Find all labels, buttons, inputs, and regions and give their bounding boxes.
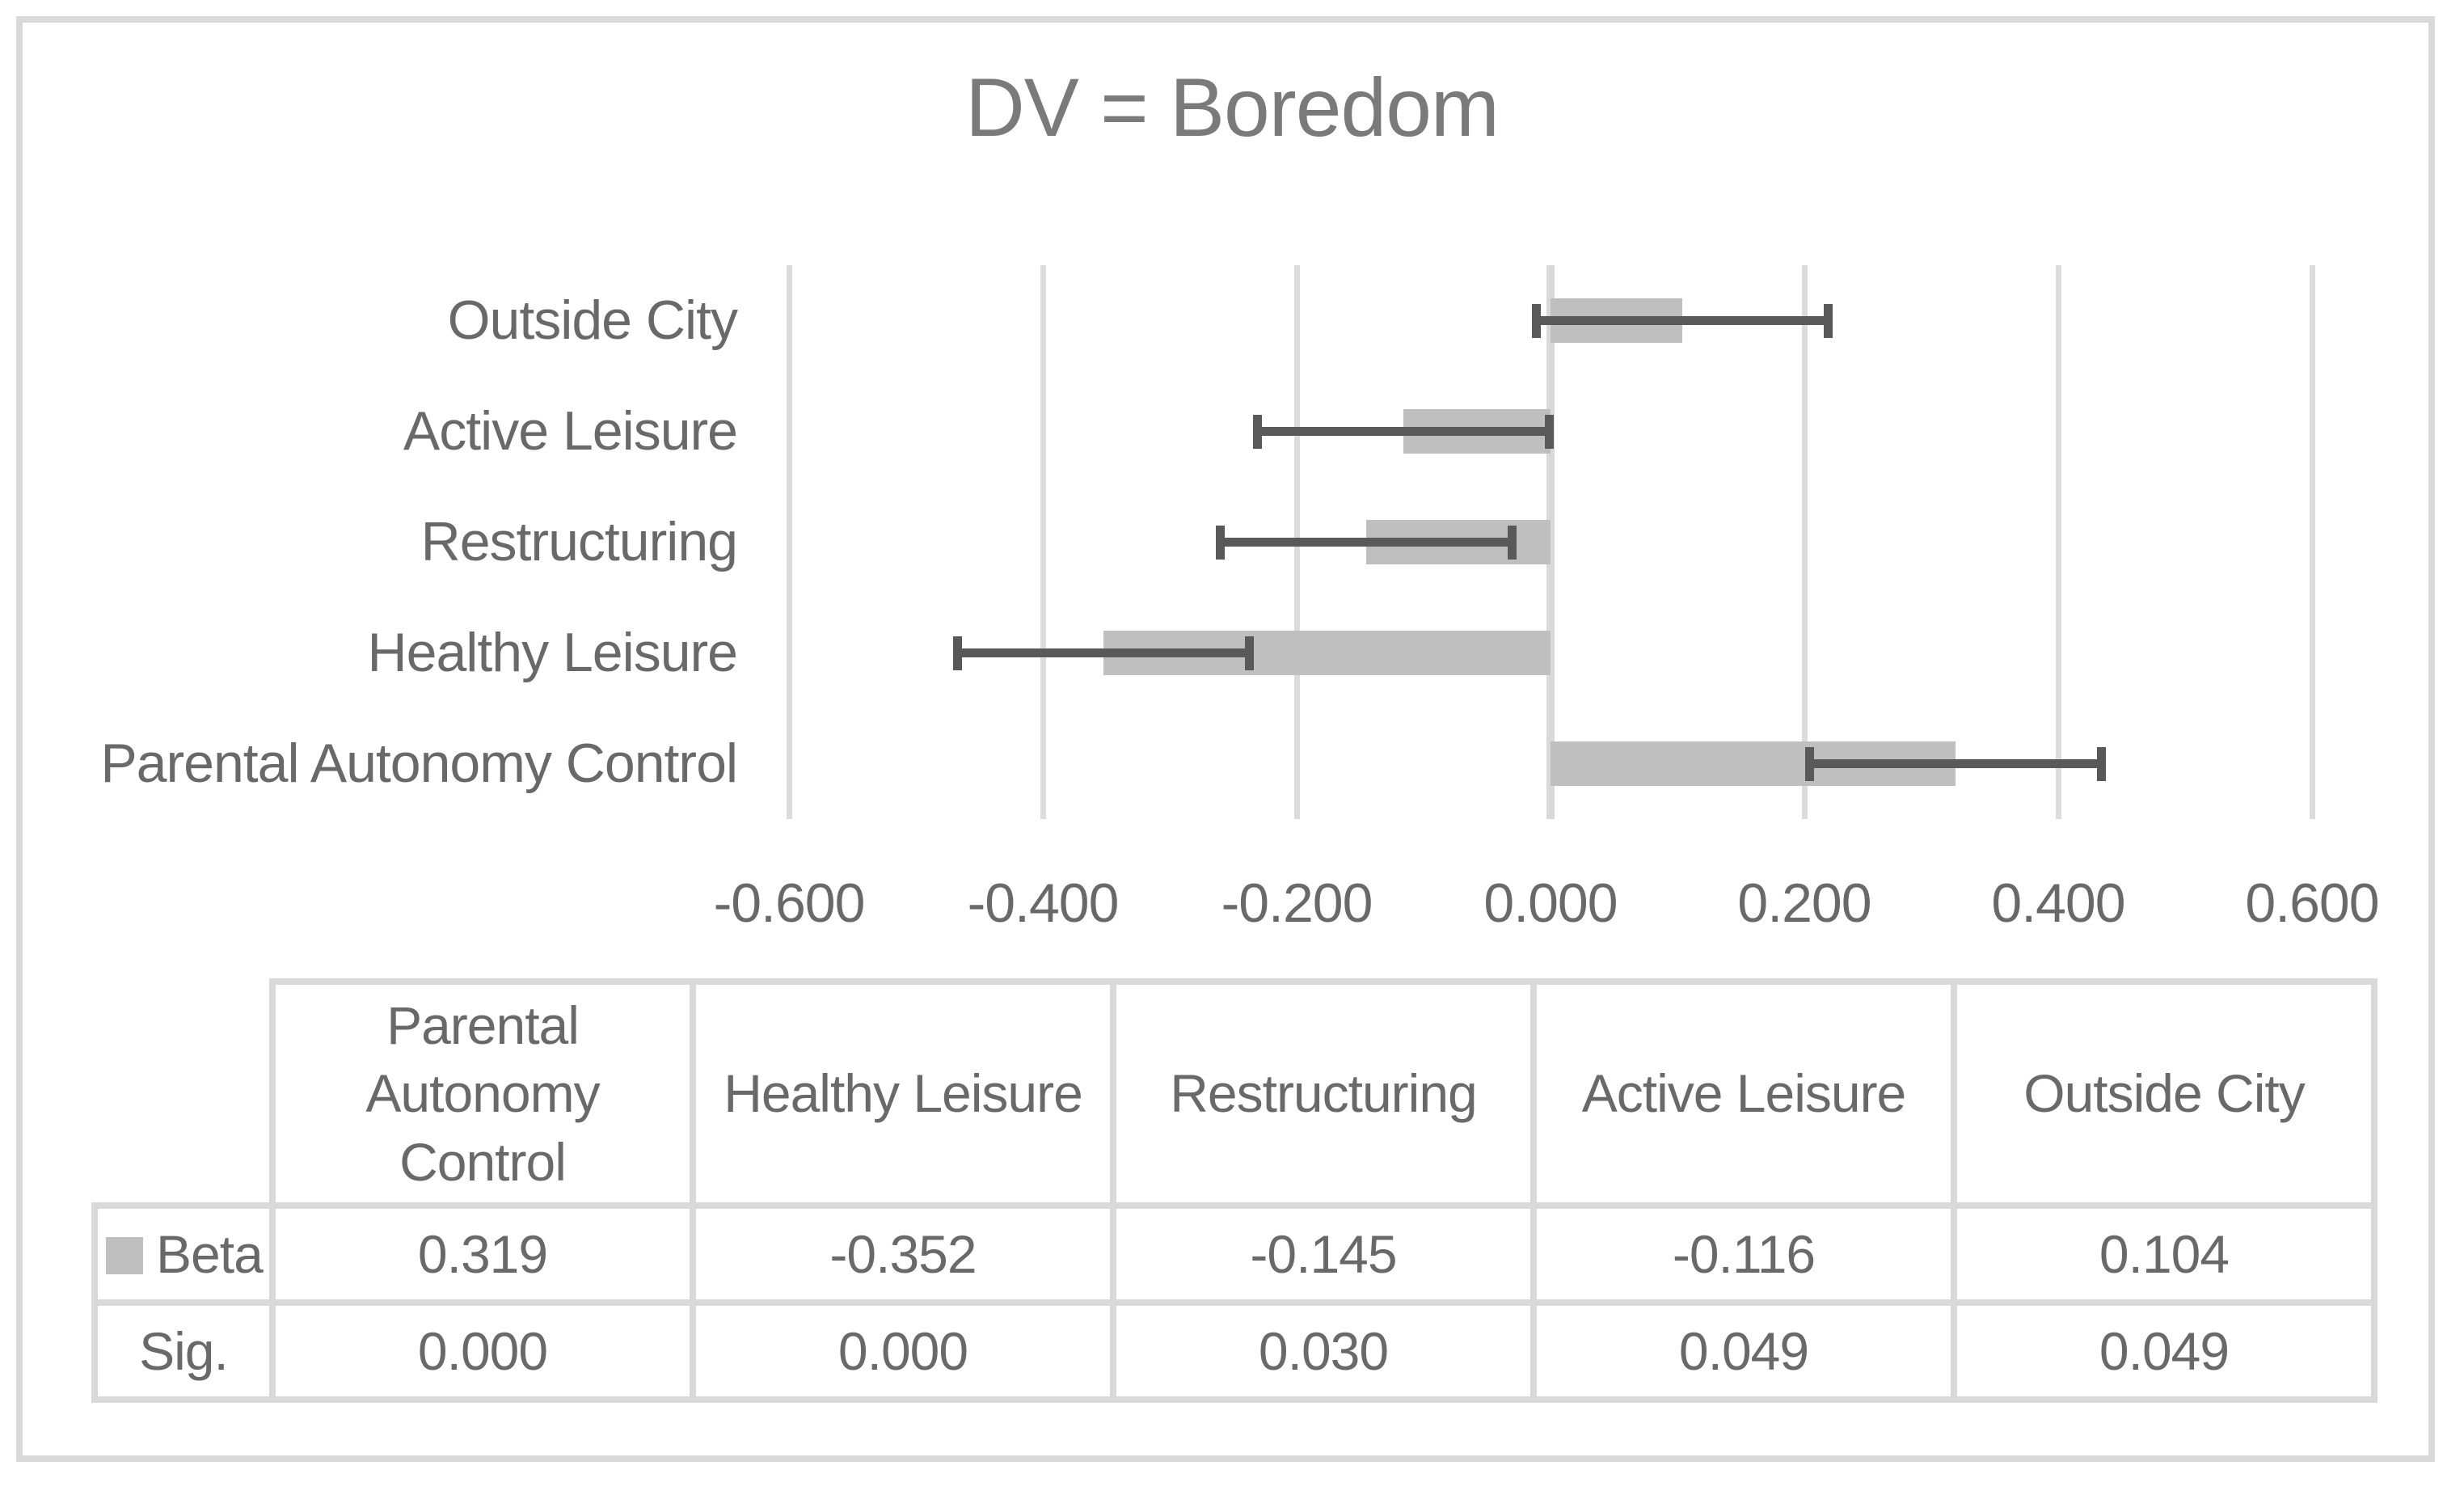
error-bar-outside-city	[1536, 316, 1829, 325]
chart-title: DV = Boredom	[965, 61, 1500, 154]
x-tick-label: -0.200	[1221, 872, 1373, 934]
error-bar-cap-left-healthy-leisure	[953, 636, 963, 670]
data-table: Parental Autonomy Control Healthy Leisure…	[91, 978, 2378, 1403]
column-header-parental-autonomy-control: Parental Autonomy Control	[269, 978, 696, 1209]
gridline	[2309, 265, 2315, 819]
sig: Sig. 0.000 0.000 0.030 0.049 0.049	[91, 1299, 2378, 1403]
error-bar-cap-left-active-leisure	[1252, 414, 1262, 449]
error-bar-healthy-leisure	[957, 648, 1250, 657]
error-bar-cap-left-outside-city	[1532, 303, 1542, 338]
beta-label: Beta	[91, 1202, 276, 1306]
gridline	[786, 265, 792, 819]
gridline	[1040, 265, 1046, 819]
column-header-active-leisure: Active Leisure	[1530, 978, 1957, 1209]
category-label-outside-city: Outside City	[447, 289, 738, 351]
sig-label-text: Sig.	[139, 1320, 229, 1381]
x-tick-label: -0.600	[713, 872, 866, 934]
error-bar-cap-left-parental-autonomy-control	[1804, 746, 1814, 781]
column-header-restructuring: Restructuring	[1110, 978, 1537, 1209]
table-cell-sig-healthy-leisure: 0.000	[690, 1299, 1116, 1403]
category-label-active-leisure: Active Leisure	[403, 400, 738, 462]
error-bar-cap-left-restructuring	[1216, 525, 1226, 560]
error-bar-cap-right-active-leisure	[1544, 414, 1554, 449]
table-cell-beta-healthy-leisure: -0.352	[690, 1202, 1116, 1306]
beta: Beta 0.319 -0.352 -0.145 -0.116 0.104	[91, 1202, 2378, 1306]
table-corner-cell	[95, 982, 276, 1206]
table-cell-sig-restructuring: 0.030	[1110, 1299, 1537, 1403]
gridline	[1801, 265, 1808, 819]
category-label-healthy-leisure: Healthy Leisure	[367, 622, 738, 683]
table-cell-beta-parental-autonomy-control: 0.319	[269, 1202, 696, 1306]
beta-legend-swatch-icon	[106, 1236, 143, 1274]
column-header-healthy-leisure: Healthy Leisure	[690, 978, 1116, 1209]
axis-zero-line	[1546, 265, 1555, 819]
error-bar-active-leisure	[1257, 427, 1550, 436]
error-bar-cap-right-restructuring	[1508, 525, 1517, 560]
error-bar-cap-right-parental-autonomy-control	[2096, 746, 2106, 781]
category-label-restructuring: Restructuring	[420, 511, 738, 572]
x-tick-label: 0.600	[2245, 872, 2379, 934]
table-cell-sig-outside-city: 0.049	[1951, 1299, 2378, 1403]
sig-label: Sig.	[91, 1299, 276, 1403]
table-cell-sig-active-leisure: 0.049	[1530, 1299, 1957, 1403]
error-bar-parental-autonomy-control	[1809, 759, 2102, 768]
beta-label-text: Beta	[156, 1223, 264, 1284]
table-header-row: Parental Autonomy Control Healthy Leisure…	[95, 978, 2378, 1209]
table-cell-beta-restructuring: -0.145	[1110, 1202, 1537, 1306]
x-tick-label: 0.000	[1483, 872, 1618, 934]
category-label-parental-autonomy-control: Parental Autonomy Control	[100, 733, 738, 794]
x-tick-label: 0.400	[1991, 872, 2125, 934]
column-header-outside-city: Outside City	[1951, 978, 2378, 1209]
error-bar-cap-right-outside-city	[1824, 303, 1833, 338]
table-cell-sig-parental-autonomy-control: 0.000	[269, 1299, 696, 1403]
chart-outer-border	[16, 16, 2435, 1462]
table-cell-beta-active-leisure: -0.116	[1530, 1202, 1957, 1306]
gridline	[2055, 265, 2061, 819]
error-bar-cap-right-healthy-leisure	[1245, 636, 1255, 670]
x-tick-label: -0.400	[967, 872, 1120, 934]
error-bar-restructuring	[1220, 538, 1513, 547]
x-tick-label: 0.200	[1737, 872, 1871, 934]
table-cell-beta-outside-city: 0.104	[1951, 1202, 2378, 1306]
